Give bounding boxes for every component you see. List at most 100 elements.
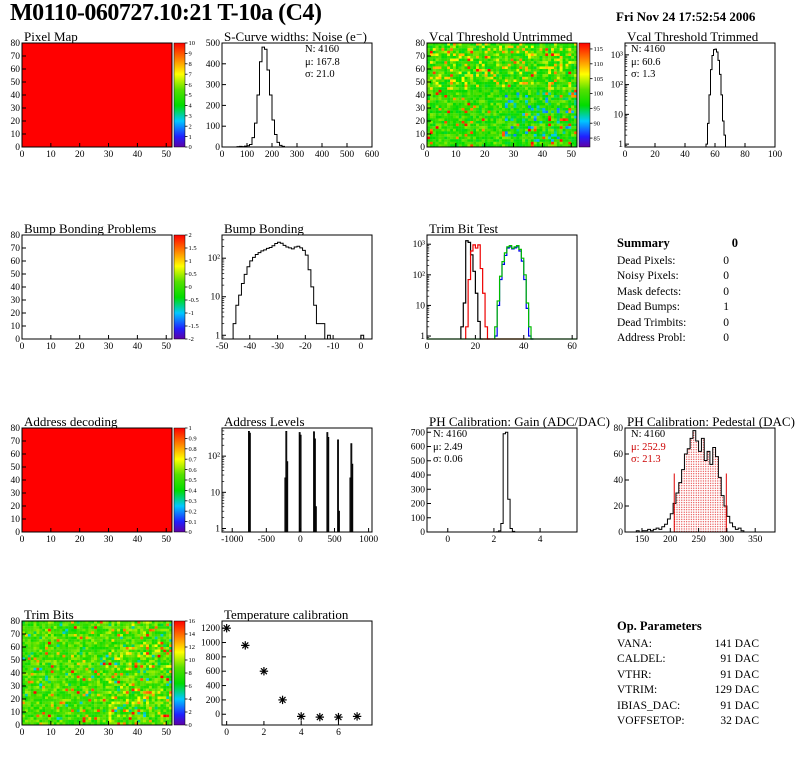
svg-text:80: 80 (11, 617, 21, 627)
svg-text:60: 60 (567, 342, 577, 352)
chart-title: Address Levels (224, 414, 305, 429)
svg-text:60: 60 (11, 65, 21, 75)
svg-text:2: 2 (189, 232, 192, 239)
svg-text:0: 0 (15, 721, 20, 731)
chart-canvas: 0 2 4 6 0 200 400 600 800 1000 1200 (201, 620, 373, 738)
chart-title: S-Curve widths: Noise (e⁻) (224, 29, 367, 44)
svg-text:0: 0 (420, 528, 425, 538)
svg-text:2: 2 (189, 709, 192, 716)
svg-text:50: 50 (11, 78, 21, 88)
plot-trim-bit-test: Trim Bit Test 0 20 40 60 1 10 10² 10³ (413, 221, 613, 362)
op-parameter-row: VANA: 141 DAC (617, 637, 759, 650)
svg-text:0.1: 0.1 (189, 519, 197, 526)
svg-text:10³: 10³ (413, 240, 426, 250)
chart-title: PH Calibration: Pedestal (DAC) (627, 414, 795, 429)
svg-text:0: 0 (623, 150, 628, 160)
svg-text:40: 40 (133, 535, 143, 545)
svg-text:16: 16 (189, 618, 196, 625)
plot-pixel-map: Pixel Map 0 10 20 30 40 50 0 10 20 30 40 50 60 70 80 0 1… (8, 29, 208, 170)
svg-text:50: 50 (11, 463, 21, 473)
svg-text:400: 400 (206, 682, 221, 692)
svg-text:115: 115 (594, 46, 604, 53)
svg-text:0: 0 (425, 342, 430, 352)
stat-line: N: 4160 (433, 429, 468, 440)
svg-text:200: 200 (206, 696, 221, 706)
svg-text:70: 70 (416, 52, 426, 62)
svg-text:20: 20 (471, 342, 481, 352)
svg-text:10: 10 (189, 40, 196, 47)
svg-text:0.6: 0.6 (189, 467, 198, 474)
svg-text:0: 0 (359, 342, 364, 352)
plot-scurve-noise: S-Curve widths: Noise (e⁻) 0 100 200 300 400… (206, 29, 408, 170)
svg-text:4: 4 (189, 103, 193, 110)
svg-text:80: 80 (11, 424, 21, 434)
svg-text:0: 0 (189, 284, 192, 291)
svg-text:100: 100 (411, 514, 426, 524)
chart-title: Pixel Map (24, 29, 78, 44)
chart-canvas: -50 -40 -30 -20 -10 0 1 10 10² (208, 234, 373, 352)
chart-title: Bump Bonding (224, 221, 304, 236)
svg-text:100: 100 (206, 122, 221, 132)
summary-row: Dead Trimbits: 0 (617, 316, 729, 329)
svg-text:100: 100 (594, 91, 604, 98)
plot-address-decoding: Address decoding 0 10 20 30 40 50 0 10 20 30 40 50 6… (8, 414, 208, 555)
stats-box: N: 4160 μ: 252.9 σ: 21.3 (631, 429, 666, 467)
stat-line: N: 4160 (631, 429, 666, 440)
op-parameter-row: VTRIM: 129 DAC (617, 684, 759, 696)
svg-text:30: 30 (509, 150, 519, 160)
summary-panel: Summary 0 Dead Pixels: 0 Noisy Pixels: 0 M… (617, 236, 738, 347)
plot-ph-calibration-pedestal: PH Calibration: Pedestal (DAC) 150 200 250… (611, 414, 796, 555)
svg-text:0: 0 (420, 143, 425, 153)
svg-text:80: 80 (11, 231, 21, 241)
stat-line: μ: 167.8 (305, 56, 340, 68)
plot-temperature-calibration: Temperature calibration 0 2 4 6 0 200 400 600 80… (201, 607, 408, 748)
op-parameters-panel: Op. Parameters VANA: 141 DAC CALDEL: 91 DA… (617, 619, 759, 730)
svg-text:0: 0 (445, 535, 450, 545)
svg-text:110: 110 (594, 61, 604, 68)
svg-text:0: 0 (15, 143, 20, 153)
svg-text:-1000: -1000 (221, 535, 243, 545)
svg-text:500: 500 (411, 457, 426, 467)
svg-text:200: 200 (411, 500, 426, 510)
svg-text:1200: 1200 (201, 624, 220, 634)
plot-vcal-threshold-untrimmed: Vcal Threshold Untrimmed 0 10 20 30 40 50 0 10 2… (413, 29, 613, 170)
svg-text:300: 300 (720, 535, 735, 545)
svg-text:0.7: 0.7 (189, 456, 198, 463)
svg-text:20: 20 (75, 728, 85, 738)
svg-text:1: 1 (189, 258, 192, 265)
svg-text:4: 4 (538, 535, 543, 545)
svg-text:10: 10 (46, 342, 56, 352)
svg-text:70: 70 (11, 437, 21, 447)
svg-text:10: 10 (416, 301, 426, 311)
svg-text:4: 4 (189, 696, 193, 703)
svg-text:10: 10 (211, 293, 221, 303)
plot-vcal-threshold-trimmed: Vcal Threshold Trimmed 0 20 40 60 80 100 1 10 10… (611, 29, 796, 170)
svg-text:30: 30 (104, 728, 114, 738)
timestamp: Fri Nov 24 17:52:54 2006 (616, 9, 756, 24)
summary-row: Dead Bumps: 1 (617, 301, 729, 313)
svg-text:60: 60 (614, 450, 624, 460)
svg-text:1: 1 (215, 331, 220, 341)
svg-text:500: 500 (327, 535, 342, 545)
stats-box: N: 4160 μ: 60.6 σ: 1.3 (631, 44, 665, 82)
svg-text:40: 40 (11, 476, 21, 486)
svg-text:200: 200 (265, 150, 280, 160)
stats-box: N: 4160 μ: 2.49 σ: 0.06 (433, 429, 467, 467)
svg-text:400: 400 (411, 471, 426, 481)
svg-text:95: 95 (594, 106, 601, 113)
svg-text:0: 0 (189, 722, 192, 729)
svg-text:7: 7 (189, 71, 193, 78)
svg-text:6: 6 (336, 728, 341, 738)
svg-text:20: 20 (650, 150, 660, 160)
svg-text:60: 60 (710, 150, 720, 160)
plot-bump-bonding: Bump Bonding -50 -40 -30 -20 -10 0 1 10 10² (208, 221, 408, 362)
svg-text:4: 4 (299, 728, 304, 738)
summary-title: Summary (617, 236, 670, 250)
svg-text:-1.5: -1.5 (189, 323, 199, 330)
chart-canvas: 0 10 20 30 40 5001020304050607080-2-1.5-1-0.5… (11, 231, 199, 352)
svg-text:400: 400 (315, 150, 330, 160)
svg-text:30: 30 (11, 104, 21, 114)
summary-heading: Summary 0 (617, 236, 738, 252)
svg-text:10: 10 (11, 515, 21, 525)
svg-text:0.5: 0.5 (189, 477, 197, 484)
